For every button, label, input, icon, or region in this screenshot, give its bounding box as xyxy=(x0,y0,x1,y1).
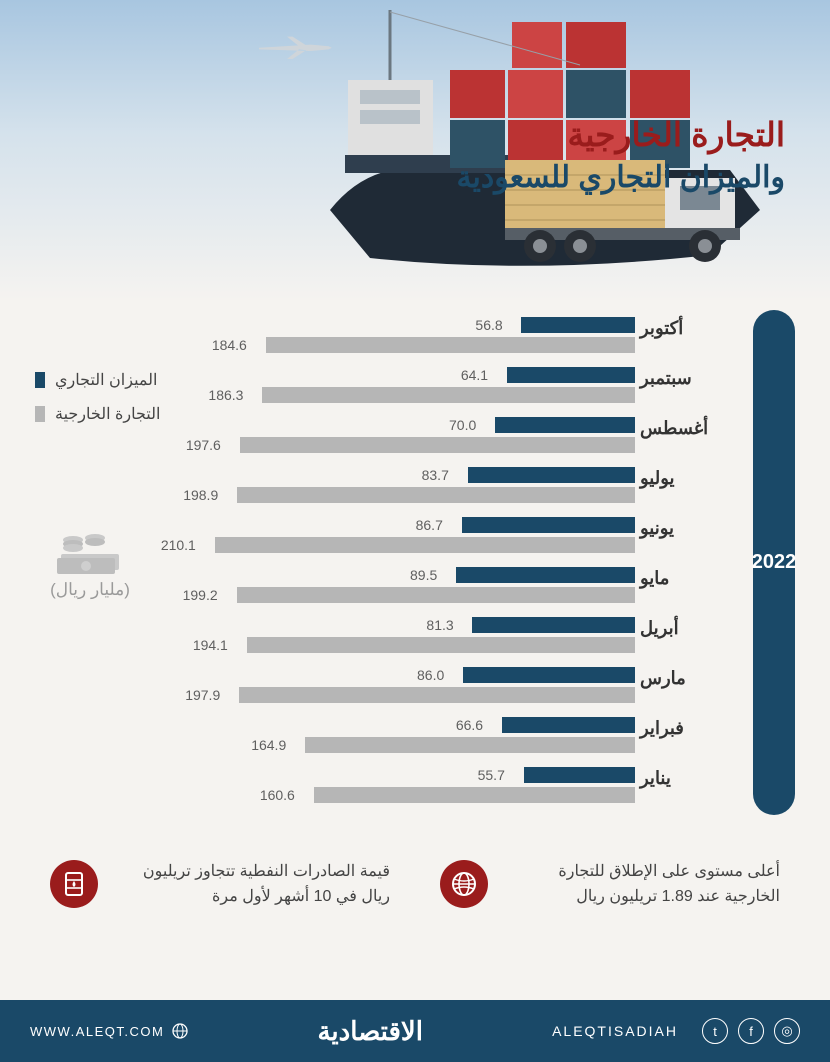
balance-value: 56.8 xyxy=(475,317,502,333)
month-bars: 86.0 197.9 xyxy=(175,662,635,712)
social-icons: ◎ f t xyxy=(702,1018,800,1044)
month-label: أكتوبر xyxy=(640,312,745,362)
bars-container: 56.8 184.6 64.1 186.3 70.0 197.6 83.7 198.9 86.7… xyxy=(175,312,635,812)
month-bars: 81.3 194.1 xyxy=(175,612,635,662)
balance-bar: 66.6 xyxy=(502,717,635,733)
footer: ◎ f t ALEQTISADIAH الاقتصادية WWW.ALEQT.… xyxy=(0,1000,830,1062)
month-bars: 66.6 164.9 xyxy=(175,712,635,762)
oil-barrel-icon xyxy=(50,860,98,908)
footer-handle: ALEQTISADIAH xyxy=(552,1023,678,1039)
footer-brand: الاقتصادية xyxy=(317,1016,423,1047)
globe-icon xyxy=(440,860,488,908)
money-icon xyxy=(55,530,125,574)
fact-right: قيمة الصادرات النفطية تتجاوز تريليون ريا… xyxy=(50,860,390,910)
year-pill: 2022 xyxy=(753,310,795,815)
trade-bar: 210.1 xyxy=(215,537,635,553)
balance-bar: 56.8 xyxy=(521,317,635,333)
month-labels: أكتوبرسبتمبرأغسطسيوليويونيومايوأبريلمارس… xyxy=(640,312,745,812)
year-label: 2022 xyxy=(752,551,797,574)
trade-value: 198.9 xyxy=(183,487,218,503)
footer-url: WWW.ALEQT.COM xyxy=(30,1023,188,1039)
balance-bar: 89.5 xyxy=(456,567,635,583)
trade-bar: 198.9 xyxy=(237,487,635,503)
balance-bar: 81.3 xyxy=(472,617,635,633)
balance-bar: 86.0 xyxy=(463,667,635,683)
legend: الميزان التجاري التجارة الخارجية xyxy=(35,370,185,438)
balance-value: 83.7 xyxy=(422,467,449,483)
airplane-icon xyxy=(250,35,340,59)
month-bars: 64.1 186.3 xyxy=(175,362,635,412)
trade-bar: 197.9 xyxy=(239,687,635,703)
balance-value: 55.7 xyxy=(478,767,505,783)
instagram-icon: ◎ xyxy=(774,1018,800,1044)
trade-value: 197.6 xyxy=(186,437,221,453)
unit-block: (مليار ريال) xyxy=(25,530,155,600)
month-bars: 83.7 198.9 xyxy=(175,462,635,512)
trade-value: 194.1 xyxy=(193,637,228,653)
balance-bar: 64.1 xyxy=(507,367,635,383)
balance-bar: 86.7 xyxy=(462,517,635,533)
trade-value: 184.6 xyxy=(212,337,247,353)
month-bars: 70.0 197.6 xyxy=(175,412,635,462)
balance-value: 66.6 xyxy=(456,717,483,733)
month-label: يناير xyxy=(640,762,745,812)
trade-bar: 160.6 xyxy=(314,787,635,803)
trade-value: 210.1 xyxy=(161,537,196,553)
month-label: مارس xyxy=(640,662,745,712)
legend-trade-swatch xyxy=(35,406,45,422)
balance-value: 64.1 xyxy=(461,367,488,383)
trade-bar: 184.6 xyxy=(266,337,635,353)
balance-value: 81.3 xyxy=(426,617,453,633)
balance-value: 70.0 xyxy=(449,417,476,433)
month-bars: 56.8 184.6 xyxy=(175,312,635,362)
legend-balance-label: الميزان التجاري xyxy=(55,370,157,390)
legend-balance-swatch xyxy=(35,372,45,388)
trade-bar: 199.2 xyxy=(237,587,635,603)
legend-trade-label: التجارة الخارجية xyxy=(55,404,160,424)
trade-bar: 186.3 xyxy=(262,387,635,403)
balance-bar: 55.7 xyxy=(524,767,635,783)
facebook-icon: f xyxy=(738,1018,764,1044)
bar-chart: 2022 أكتوبرسبتمبرأغسطسيوليويونيومايوأبري… xyxy=(0,310,830,850)
fact-right-text: قيمة الصادرات النفطية تتجاوز تريليون ريا… xyxy=(112,860,390,910)
trade-bar: 164.9 xyxy=(305,737,635,753)
balance-value: 86.0 xyxy=(417,667,444,683)
footer-url-text: WWW.ALEQT.COM xyxy=(30,1024,164,1039)
month-label: أبريل xyxy=(640,612,745,662)
unit-label: (مليار ريال) xyxy=(25,580,155,600)
month-label: يوليو xyxy=(640,462,745,512)
hero-image: التجارة الخارجية والميزان التجاري للسعود… xyxy=(0,0,830,300)
trade-value: 164.9 xyxy=(251,737,286,753)
trade-value: 199.2 xyxy=(183,587,218,603)
month-bars: 55.7 160.6 xyxy=(175,762,635,812)
month-label: يونيو xyxy=(640,512,745,562)
balance-bar: 83.7 xyxy=(468,467,635,483)
trade-value: 186.3 xyxy=(208,387,243,403)
month-bars: 86.7 210.1 xyxy=(175,512,635,562)
fact-left-text: أعلى مستوى على الإطلاق للتجارة الخارجية … xyxy=(502,860,780,910)
title-line-1: التجارة الخارجية xyxy=(456,115,785,154)
balance-value: 86.7 xyxy=(416,517,443,533)
twitter-icon: t xyxy=(702,1018,728,1044)
fact-left: أعلى مستوى على الإطلاق للتجارة الخارجية … xyxy=(440,860,780,910)
trade-value: 197.9 xyxy=(185,687,220,703)
month-label: مايو xyxy=(640,562,745,612)
trade-bar: 194.1 xyxy=(247,637,635,653)
trade-value: 160.6 xyxy=(260,787,295,803)
month-label: فبراير xyxy=(640,712,745,762)
month-bars: 89.5 199.2 xyxy=(175,562,635,612)
title-line-2: والميزان التجاري للسعودية xyxy=(456,160,785,195)
month-label: أغسطس xyxy=(640,412,745,462)
trade-bar: 197.6 xyxy=(240,437,635,453)
balance-bar: 70.0 xyxy=(495,417,635,433)
balance-value: 89.5 xyxy=(410,567,437,583)
month-label: سبتمبر xyxy=(640,362,745,412)
